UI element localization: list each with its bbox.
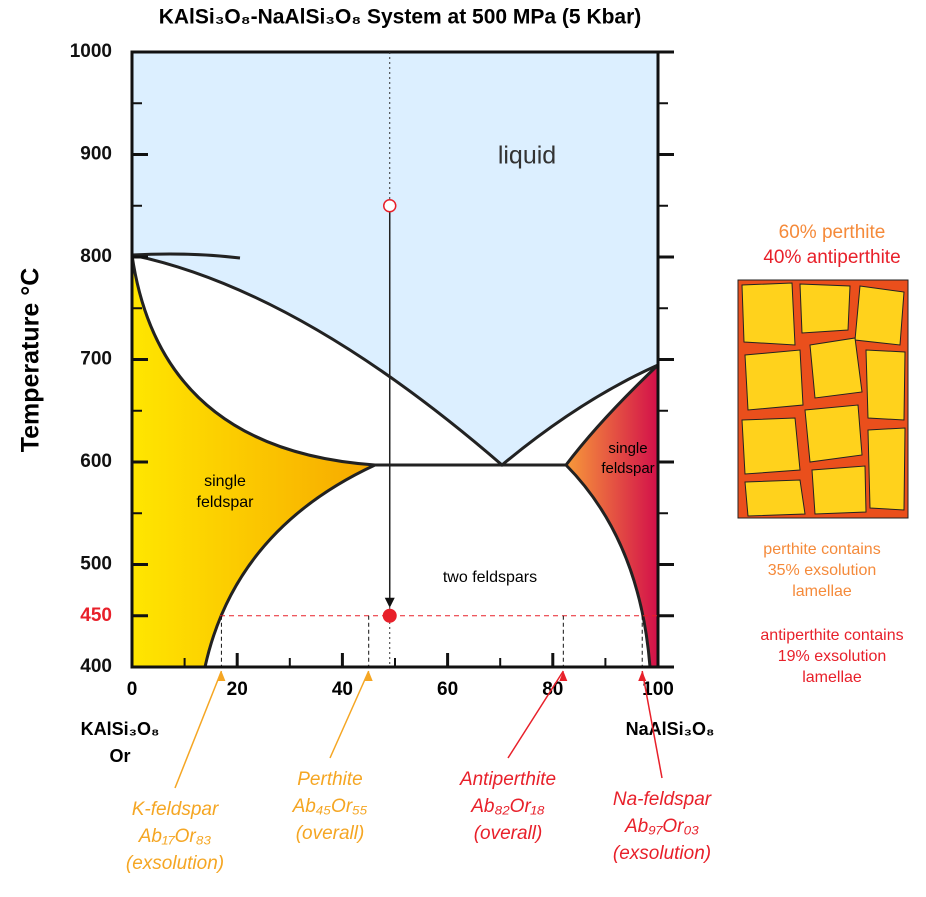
arrow-head (559, 671, 568, 681)
y-tick-label: 600 (80, 451, 112, 472)
start-point (382, 199, 397, 213)
texture-note: lamellae (802, 669, 862, 686)
x-tick-label: 40 (332, 679, 353, 700)
end-member: NaAlSi₃O₈ (626, 719, 715, 739)
annotation-text: Ab₈₂Or₁₈ (470, 796, 545, 817)
annotation-text: Ab₉₇Or₀₃ (624, 816, 700, 837)
arrow-head (638, 671, 647, 681)
annotation-text: Na-feldspar (613, 789, 712, 810)
texture-caption: 40% antiperthite (763, 247, 900, 268)
region-label: feldspar (601, 460, 654, 477)
annotation-text: K-feldspar (132, 799, 219, 820)
y-tick-label: 900 (80, 144, 112, 165)
annotation-text: (overall) (474, 823, 543, 844)
region-label: single (204, 473, 246, 490)
y-tick-label: 800 (80, 246, 112, 267)
y-tick-label: 700 (80, 349, 112, 370)
x-tick-label: 20 (227, 679, 248, 700)
region-label: two feldspars (443, 569, 537, 586)
annotation-text: (exsolution) (126, 853, 224, 874)
single-feldspar-right (566, 365, 658, 667)
texture-note: 19% exsolution (778, 648, 887, 665)
texture-note: antiperthite contains (760, 627, 903, 644)
x-tick-label: 80 (542, 679, 563, 700)
x-tick-label: 100 (642, 679, 674, 700)
end-point (382, 608, 397, 623)
y-tick-label: 400 (80, 656, 112, 677)
y-tick-label: 1000 (70, 41, 112, 62)
subsolidus-field (132, 255, 658, 667)
annotation-text: Antiperthite (459, 769, 556, 790)
annotation-text: Perthite (297, 769, 362, 790)
phase-boundaries (130, 252, 660, 668)
arrow-head (364, 671, 373, 681)
y-tick-label: 500 (80, 554, 112, 575)
annotation-arrow (507, 670, 564, 759)
arrow-head (384, 597, 395, 608)
region-label: liquid (498, 142, 556, 170)
region-label: single (608, 440, 647, 457)
annotation-text: Ab₁₇Or₈₃ (138, 826, 212, 847)
x-tick-label: 60 (437, 679, 458, 700)
y-tick-label: 450 (80, 605, 112, 626)
texture-note: lamellae (792, 583, 852, 600)
texture-note: 35% exsolution (768, 562, 877, 579)
texture-caption: 60% perthite (779, 222, 886, 243)
title: KAlSi₃O₈-NaAlSi₃O₈ System at 500 MPa (5 … (159, 6, 642, 29)
x-tick-label: 0 (127, 679, 138, 700)
end-member: Or (109, 746, 130, 766)
annotation-text: (exsolution) (613, 843, 711, 864)
annotation-text: Ab₄₅Or₅₅ (292, 796, 368, 817)
annotation-arrow (174, 670, 223, 789)
y-axis-label: Temperature °C (17, 268, 45, 453)
texture-sketch (737, 279, 909, 519)
end-member: KAlSi₃O₈ (81, 719, 160, 739)
arrow-head (217, 671, 226, 681)
region-label: feldspar (197, 494, 255, 511)
texture-note: perthite contains (763, 541, 880, 558)
annotation-arrow (329, 670, 370, 759)
annotation-arrow (641, 670, 663, 779)
single-feldspar-left (132, 255, 375, 667)
annotation-text: (overall) (296, 823, 365, 844)
